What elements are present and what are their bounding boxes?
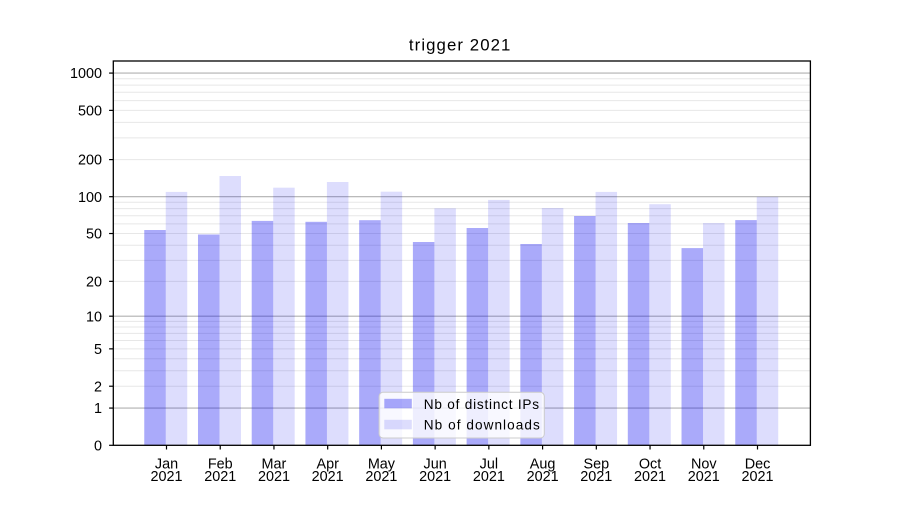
svg-text:1000: 1000 xyxy=(70,66,102,82)
svg-text:May: May xyxy=(368,456,396,472)
svg-text:50: 50 xyxy=(86,227,102,243)
svg-text:0: 0 xyxy=(94,438,102,454)
svg-text:Oct: Oct xyxy=(639,456,661,472)
svg-text:Jul: Jul xyxy=(480,456,498,472)
svg-text:5: 5 xyxy=(94,342,102,358)
svg-text:2021: 2021 xyxy=(312,469,344,485)
svg-text:Jun: Jun xyxy=(424,456,447,472)
svg-text:Nb of distinct IPs: Nb of distinct IPs xyxy=(424,397,540,412)
svg-text:Apr: Apr xyxy=(316,456,339,472)
svg-text:10: 10 xyxy=(86,309,102,325)
svg-text:1: 1 xyxy=(94,401,102,417)
svg-text:2021: 2021 xyxy=(258,469,290,485)
svg-text:2021: 2021 xyxy=(150,469,182,485)
svg-text:2: 2 xyxy=(94,379,102,395)
svg-text:2021: 2021 xyxy=(204,469,236,485)
svg-text:Aug: Aug xyxy=(530,456,556,472)
svg-text:Nb of downloads: Nb of downloads xyxy=(424,418,541,433)
svg-text:2021: 2021 xyxy=(634,469,666,485)
svg-text:Sep: Sep xyxy=(584,456,610,472)
svg-text:2021: 2021 xyxy=(688,469,720,485)
svg-text:2021: 2021 xyxy=(527,469,559,485)
svg-text:500: 500 xyxy=(78,103,102,119)
svg-text:200: 200 xyxy=(78,153,102,169)
svg-text:2021: 2021 xyxy=(365,469,397,485)
svg-text:2021: 2021 xyxy=(473,469,505,485)
svg-text:100: 100 xyxy=(78,190,102,206)
svg-text:Jan: Jan xyxy=(155,456,178,472)
svg-text:2021: 2021 xyxy=(419,469,451,485)
svg-text:2021: 2021 xyxy=(580,469,612,485)
svg-text:Nov: Nov xyxy=(691,456,717,472)
svg-text:trigger 2021: trigger 2021 xyxy=(409,36,512,55)
svg-text:Dec: Dec xyxy=(745,456,771,472)
svg-text:Mar: Mar xyxy=(262,456,287,472)
svg-text:20: 20 xyxy=(86,274,102,290)
svg-text:Feb: Feb xyxy=(208,456,233,472)
svg-text:2021: 2021 xyxy=(741,469,773,485)
